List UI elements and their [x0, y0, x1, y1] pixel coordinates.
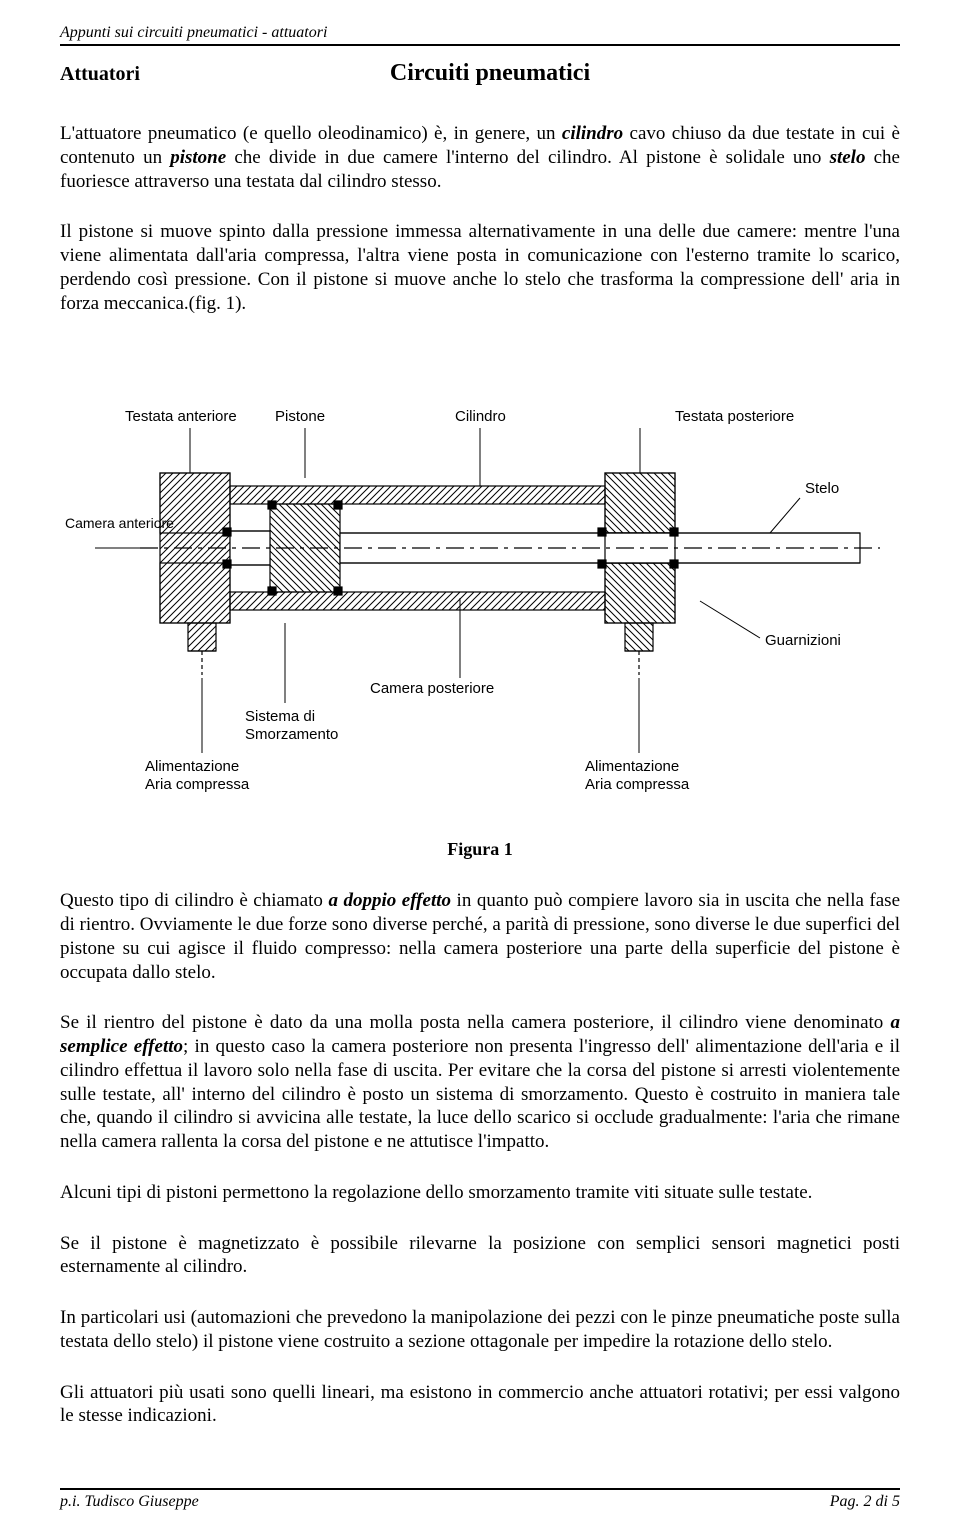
svg-text:Alimentazione: Alimentazione: [585, 758, 679, 775]
paragraph-5: Alcuni tipi di pistoni permettono la reg…: [60, 1181, 900, 1205]
page-header: Appunti sui circuiti pneumatici - attuat…: [60, 24, 900, 46]
svg-text:Alimentazione: Alimentazione: [145, 758, 239, 775]
figure-caption: Figura 1: [60, 839, 900, 860]
figure-1: Testata anteriore Pistone Cilindro Testa…: [60, 383, 900, 823]
svg-text:Sistema di: Sistema di: [245, 708, 315, 725]
paragraph-7: In particolari usi (automazioni che prev…: [60, 1306, 900, 1354]
title-row: Attuatori Circuiti pneumatici: [60, 60, 900, 87]
paragraph-3: Questo tipo di cilindro è chiamato a dop…: [60, 889, 900, 984]
svg-text:Aria compressa: Aria compressa: [145, 776, 250, 793]
page-title: Circuiti pneumatici: [390, 60, 770, 87]
paragraph-8: Gli attuatori più usati sono quelli line…: [60, 1381, 900, 1429]
svg-text:Smorzamento: Smorzamento: [245, 726, 338, 743]
svg-text:Testata anteriore: Testata anteriore: [125, 408, 237, 425]
paragraph-6: Se il pistone è magnetizzato è possibile…: [60, 1232, 900, 1280]
svg-text:Camera anteriore: Camera anteriore: [65, 515, 174, 531]
svg-text:Cilindro: Cilindro: [455, 408, 506, 425]
section-label: Attuatori: [60, 63, 260, 86]
paragraph-2: Il pistone si muove spinto dalla pressio…: [60, 220, 900, 315]
paragraph-4: Se il rientro del pistone è dato da una …: [60, 1011, 900, 1154]
svg-text:Pistone: Pistone: [275, 408, 325, 425]
svg-text:Testata posteriore: Testata posteriore: [675, 408, 794, 425]
page-footer: p.i. Tudisco Giuseppe Pag. 2 di 5: [60, 1488, 900, 1511]
svg-text:Camera posteriore: Camera posteriore: [370, 680, 494, 697]
footer-page: Pag. 2 di 5: [830, 1493, 900, 1511]
footer-author: p.i. Tudisco Giuseppe: [60, 1493, 199, 1511]
cylinder-diagram: Testata anteriore Pistone Cilindro Testa…: [60, 383, 900, 823]
svg-text:Aria compressa: Aria compressa: [585, 776, 690, 793]
paragraph-1: L'attuatore pneumatico (e quello oleodin…: [60, 122, 900, 193]
svg-text:Stelo: Stelo: [805, 480, 839, 497]
svg-text:Guarnizioni: Guarnizioni: [765, 632, 841, 649]
